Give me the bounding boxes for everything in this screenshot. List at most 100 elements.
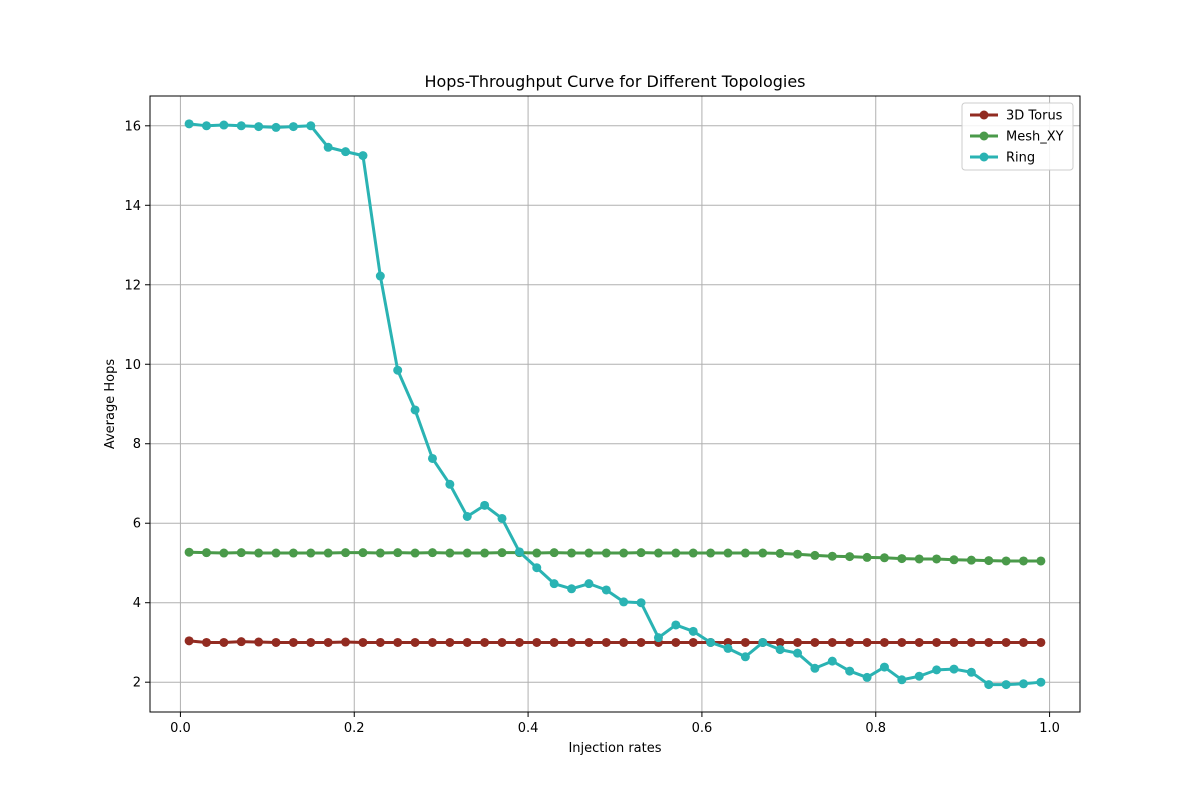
data-point-mesh-xy: [688, 548, 698, 558]
data-point-mesh-xy: [879, 553, 889, 563]
grid-lines: [150, 96, 1080, 712]
axis-ticks: 0.0 0.2 0.4 0.6 0.8 1.0 2 4 6 8 10 12 14 16: [124, 119, 1059, 736]
data-point-mesh-xy: [671, 548, 681, 558]
data-point-ring: [358, 151, 368, 161]
data-point-ring: [219, 120, 229, 130]
data-point-3d-torus: [288, 637, 298, 647]
data-point-mesh-xy: [845, 552, 855, 562]
data-point-mesh-xy: [219, 548, 229, 558]
data-point-mesh-xy: [375, 548, 385, 558]
data-point-3d-torus: [619, 637, 629, 647]
data-point-ring: [827, 656, 837, 666]
data-point-3d-torus: [427, 637, 437, 647]
data-point-ring: [306, 121, 316, 131]
legend-box: [961, 102, 1074, 171]
legend-label-ring: Ring: [1006, 151, 1035, 166]
data-point-mesh-xy: [984, 556, 994, 566]
data-point-mesh-xy: [897, 554, 907, 564]
data-point-ring: [480, 500, 490, 510]
data-point-mesh-xy: [636, 548, 646, 558]
data-point-3d-torus: [532, 637, 542, 647]
data-point-ring: [236, 121, 246, 131]
chart-title: Hops-Throughput Curve for Different Topo…: [424, 72, 805, 91]
data-point-3d-torus: [1001, 637, 1011, 647]
data-point-3d-torus: [236, 637, 246, 647]
data-point-ring: [793, 648, 803, 658]
data-point-mesh-xy: [236, 548, 246, 558]
data-point-ring: [619, 597, 629, 607]
data-point-ring: [984, 680, 994, 690]
data-point-mesh-xy: [549, 548, 559, 558]
data-point-ring: [932, 665, 942, 675]
series-mesh-xy: [184, 547, 1046, 566]
data-point-mesh-xy: [497, 548, 507, 558]
data-point-mesh-xy: [341, 548, 351, 558]
data-point-ring: [601, 585, 611, 595]
data-point-mesh-xy: [201, 548, 211, 558]
data-point-mesh-xy: [949, 555, 959, 565]
y-tick-label: 2: [133, 676, 141, 691]
data-point-ring: [375, 271, 385, 281]
data-point-ring: [1001, 680, 1011, 690]
data-point-3d-torus: [879, 637, 889, 647]
data-point-3d-torus: [914, 637, 924, 647]
y-tick-label: 14: [124, 199, 141, 214]
x-tick-label: 0.0: [170, 721, 191, 736]
data-point-mesh-xy: [775, 548, 785, 558]
data-point-3d-torus: [827, 637, 837, 647]
data-point-ring: [706, 637, 716, 647]
data-point-3d-torus: [410, 637, 420, 647]
data-point-3d-torus: [810, 637, 820, 647]
x-tick-label: 0.8: [865, 721, 886, 736]
data-point-3d-torus: [184, 636, 194, 646]
data-point-mesh-xy: [810, 550, 820, 560]
data-point-3d-torus: [688, 637, 698, 647]
data-point-ring: [862, 672, 872, 682]
data-point-mesh-xy: [914, 554, 924, 564]
data-point-mesh-xy: [288, 548, 298, 558]
data-point-mesh-xy: [462, 548, 472, 558]
data-point-ring: [879, 662, 889, 672]
data-point-ring: [567, 584, 577, 594]
data-point-mesh-xy: [601, 548, 611, 558]
data-point-ring: [323, 142, 333, 152]
data-point-3d-torus: [897, 637, 907, 647]
data-point-ring: [549, 579, 559, 589]
data-point-3d-torus: [845, 637, 855, 647]
data-point-ring: [584, 579, 594, 589]
data-point-ring: [671, 620, 681, 630]
data-point-3d-torus: [1036, 637, 1046, 647]
legend-item-ring: Ring: [970, 151, 1035, 166]
data-point-mesh-xy: [271, 548, 281, 558]
data-point-ring: [897, 675, 907, 685]
data-point-ring: [462, 511, 472, 521]
x-tick-label: 1.0: [1039, 721, 1060, 736]
data-point-mesh-xy: [1001, 556, 1011, 566]
data-point-ring: [497, 513, 507, 523]
data-point-3d-torus: [445, 637, 455, 647]
data-point-ring: [740, 652, 750, 662]
data-point-mesh-xy: [445, 548, 455, 558]
legend: 3D Torus Mesh_XY Ring: [961, 102, 1074, 171]
legend-marker-mesh-xy: [979, 131, 989, 141]
x-tick-label: 0.2: [344, 721, 365, 736]
data-point-3d-torus: [966, 637, 976, 647]
y-tick-label: 16: [124, 119, 141, 134]
plot-frame: [149, 95, 1081, 713]
data-point-mesh-xy: [410, 548, 420, 558]
data-point-ring: [914, 671, 924, 681]
data-point-3d-torus: [201, 637, 211, 647]
data-point-3d-torus: [358, 637, 368, 647]
data-point-ring: [949, 664, 959, 674]
data-point-mesh-xy: [1019, 556, 1029, 566]
legend-marker-3d-torus: [979, 110, 989, 120]
y-tick-label: 6: [133, 517, 141, 532]
data-point-3d-torus: [584, 637, 594, 647]
data-point-3d-torus: [601, 637, 611, 647]
data-point-mesh-xy: [619, 548, 629, 558]
y-tick-label: 4: [133, 596, 141, 611]
data-point-ring: [758, 637, 768, 647]
data-point-ring: [1036, 677, 1046, 687]
data-point-ring: [966, 667, 976, 677]
